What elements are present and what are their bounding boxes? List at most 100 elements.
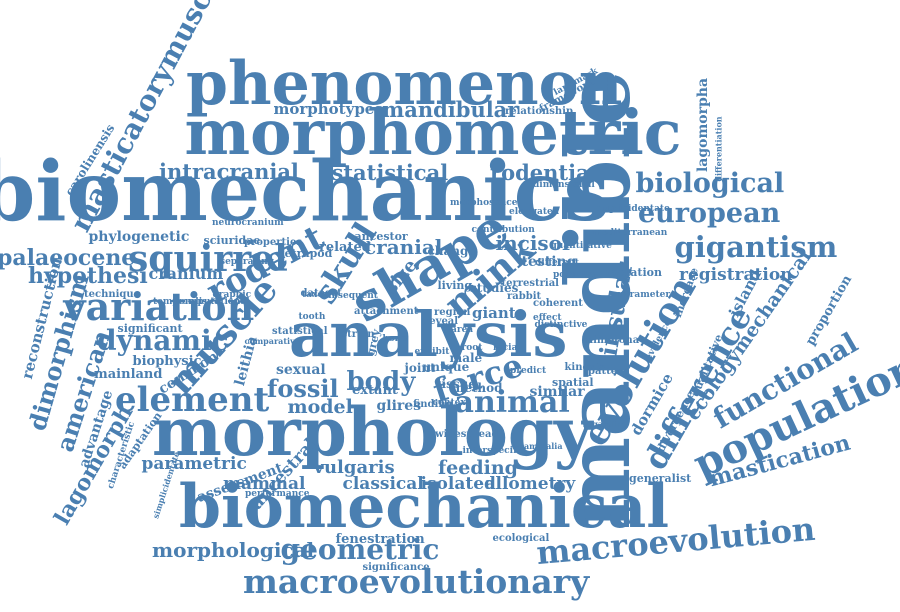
- cloud-word: morphometric: [184, 96, 682, 169]
- cloud-word: giant: [472, 303, 516, 322]
- cloud-word: parameter: [617, 289, 671, 300]
- cloud-word: rabbit: [507, 291, 542, 302]
- cloud-word: mandibular: [382, 96, 519, 122]
- cloud-word: separating: [220, 256, 274, 267]
- cloud-word: studies: [470, 281, 519, 295]
- cloud-word: analysis: [289, 298, 568, 371]
- cloud-word: finding: [413, 399, 453, 410]
- cloud-word: interspecific: [462, 445, 526, 456]
- cloud-word: reveal: [424, 316, 459, 327]
- cloud-word: attachment: [354, 306, 419, 317]
- cloud-word: morphology: [152, 393, 593, 471]
- cloud-word: change: [427, 244, 477, 258]
- cloud-word: related: [319, 239, 371, 255]
- cloud-word: cranium: [148, 264, 224, 283]
- cloud-word: graphic: [212, 289, 252, 300]
- cloud-word: fossil: [267, 374, 339, 403]
- cloud-word: facial: [493, 342, 521, 353]
- cloud-word: area: [451, 324, 474, 335]
- cloud-word: coherent: [533, 298, 583, 309]
- cloud-word: phylogenetic: [88, 229, 190, 245]
- cloud-word: mainland: [94, 366, 163, 382]
- cloud-word: potential: [553, 269, 599, 280]
- cloud-word: distinctive: [534, 319, 588, 330]
- cloud-word: tetrapod: [279, 246, 333, 260]
- cloud-word: male: [449, 351, 483, 365]
- cloud-word: significance: [362, 562, 430, 573]
- cloud-word: neurocranium: [212, 217, 284, 228]
- cloud-word: animal: [454, 385, 570, 420]
- cloud-word: context: [432, 397, 470, 408]
- cloud-word: ecological: [492, 533, 550, 544]
- cloud-word: macroevolutionary: [243, 561, 590, 601]
- cloud-word: element: [115, 380, 270, 420]
- cloud-word: properties: [244, 237, 302, 248]
- cloud-word: hypothesi: [28, 263, 148, 289]
- cloud-word: lagomorpha: [695, 77, 712, 173]
- cloud-word: differentiation: [713, 116, 724, 182]
- cloud-word: radiation: [605, 265, 663, 279]
- cloud-word: method: [451, 381, 503, 395]
- cloud-word: joint: [404, 361, 436, 375]
- cloud-word: squirrel: [128, 238, 288, 280]
- cloud-word: technique: [84, 289, 141, 300]
- cloud-word: phenomenon: [186, 49, 623, 119]
- cloud-word: cranial: [364, 235, 443, 259]
- cloud-word: bone: [382, 333, 408, 344]
- cloud-word: effect: [533, 312, 562, 323]
- cloud-word: extant: [352, 382, 398, 398]
- cloud-word: quantitative: [550, 240, 612, 251]
- cloud-word: morphotypes: [273, 99, 383, 118]
- cloud-word: relationship: [505, 106, 573, 117]
- cloud-word: intracranial: [159, 158, 299, 184]
- cloud-word: biophysic: [132, 353, 202, 369]
- cloud-word: morphospace: [450, 197, 518, 208]
- cloud-word: mammalia: [515, 441, 563, 451]
- cloud-word: isolated: [420, 473, 496, 494]
- cloud-word: strain: [341, 329, 375, 340]
- cloud-word: mimotona: [582, 335, 640, 346]
- cloud-word: european: [638, 197, 781, 229]
- cloud-word: comparative: [244, 336, 300, 346]
- cloud-word: body: [346, 367, 416, 397]
- cloud-word: geometric: [280, 533, 440, 566]
- cloud-word: tooth: [298, 311, 326, 322]
- cloud-word: rodentia: [490, 159, 590, 185]
- cloud-word: pattern: [588, 366, 630, 377]
- cloud-word: gigantism: [674, 229, 838, 264]
- cloud-word: allometry: [484, 473, 576, 494]
- cloud-word: different: [535, 257, 579, 268]
- cloud-word: incisor: [495, 231, 573, 255]
- cloud-word: biomechanical: [179, 472, 670, 542]
- cloud-word: taxon: [302, 289, 330, 300]
- cloud-word: root: [461, 342, 483, 353]
- cloud-word: performance: [245, 488, 310, 499]
- cloud-word: biomechanics: [0, 144, 610, 240]
- cloud-word: living: [437, 278, 473, 292]
- cloud-word: exhibit: [414, 346, 450, 357]
- cloud-word: registration: [679, 264, 793, 285]
- cloud-word: region: [434, 307, 471, 318]
- cloud-word: vulgaris: [313, 457, 395, 478]
- cloud-word: glires: [376, 398, 422, 414]
- cloud-word: computational: [176, 296, 250, 307]
- cloud-word: sexual: [276, 362, 326, 378]
- cloud-word: ancestor: [354, 229, 408, 243]
- cloud-word: spatial: [552, 375, 594, 389]
- cloud-word: elongated: [509, 206, 559, 217]
- cloud-word: biological: [635, 167, 785, 199]
- cloud-word: mediterranean: [592, 227, 668, 238]
- cloud-word: dimensional: [533, 179, 595, 190]
- cloud-word: testing: [521, 254, 577, 270]
- cloud-word: kinesis: [564, 362, 604, 373]
- cloud-word: unique: [422, 360, 470, 374]
- cloud-word: tissue: [436, 377, 476, 391]
- cloud-word: contribution: [471, 224, 535, 235]
- cloud-word: significant: [117, 321, 183, 335]
- cloud-word: mammal: [223, 473, 306, 494]
- cloud-word: statistical: [272, 326, 328, 337]
- cloud-word: predict: [510, 365, 547, 376]
- cloud-word: subsequent: [320, 290, 378, 301]
- cloud-word: generalist: [629, 471, 692, 485]
- cloud-word: parametric: [141, 453, 247, 474]
